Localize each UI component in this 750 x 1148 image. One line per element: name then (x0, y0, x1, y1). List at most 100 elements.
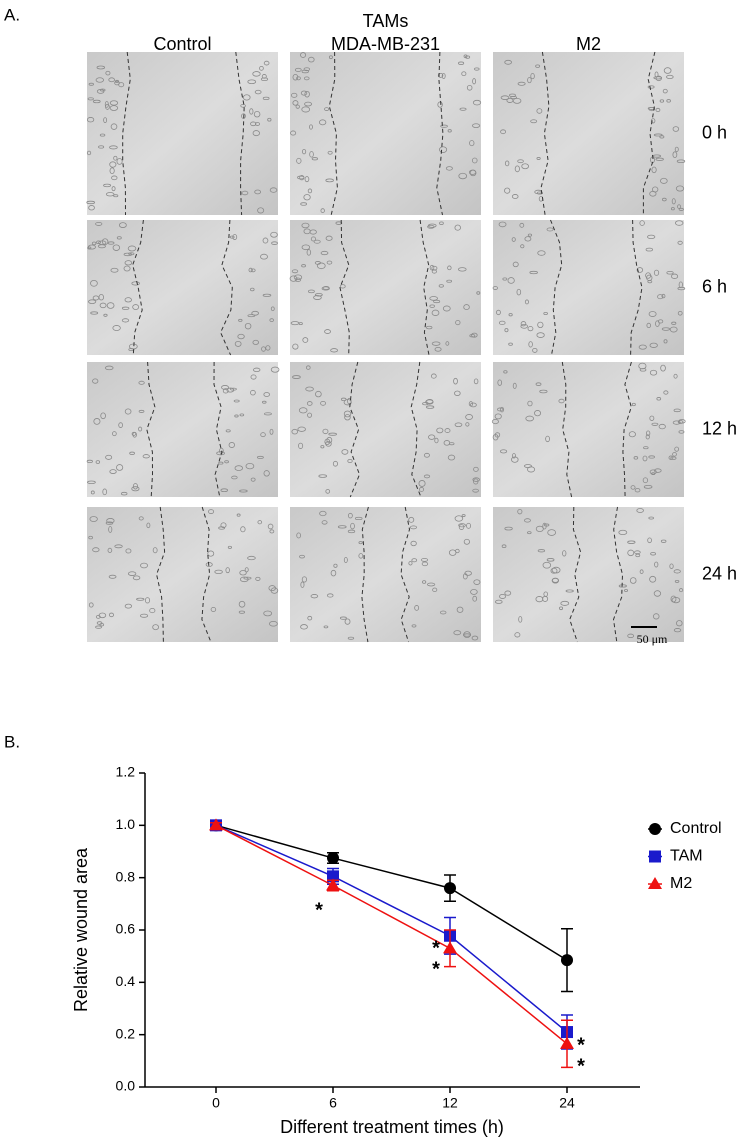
cell (618, 584, 627, 588)
cell (672, 452, 677, 457)
cell (123, 265, 131, 272)
cell (457, 267, 467, 272)
cell (651, 422, 659, 426)
cell (662, 197, 667, 202)
cell (99, 302, 107, 309)
cell (440, 124, 448, 128)
cell (550, 567, 558, 574)
wound-edge (156, 506, 166, 643)
cell (677, 204, 681, 209)
wound-edge (410, 361, 422, 498)
cell (116, 158, 123, 165)
wound-edge (436, 51, 444, 216)
cell (474, 67, 480, 71)
cell (476, 291, 481, 295)
cell (507, 277, 515, 284)
cell (319, 510, 327, 517)
cell (535, 382, 542, 386)
cell (529, 270, 538, 275)
cell (672, 151, 678, 159)
cell (631, 402, 636, 407)
series-line (215, 824, 568, 1033)
cell (635, 553, 641, 558)
cell (671, 321, 677, 325)
cell (104, 365, 114, 371)
cell (470, 588, 478, 595)
cell (669, 326, 678, 333)
cell (294, 67, 302, 72)
cell (445, 341, 450, 346)
cell (674, 220, 684, 226)
x-tick-label: 12 (442, 1095, 458, 1111)
cell (87, 246, 92, 250)
cell (672, 126, 680, 132)
wound-edge (550, 219, 563, 356)
cell (443, 440, 451, 446)
cell (551, 566, 561, 574)
legend-label: Control (670, 820, 722, 837)
cell (471, 123, 481, 128)
cell (323, 625, 329, 629)
cell (95, 614, 101, 619)
cell (647, 537, 652, 544)
cell (439, 610, 447, 615)
cell (658, 423, 666, 430)
cell (649, 369, 658, 376)
cell (208, 509, 215, 514)
cell (536, 332, 545, 338)
cell (420, 557, 429, 562)
cell (343, 410, 352, 418)
cell (236, 513, 241, 517)
cell (304, 90, 310, 98)
cell (330, 348, 339, 353)
cell (426, 582, 436, 587)
cell (661, 293, 666, 299)
cell (327, 150, 333, 155)
cell (311, 157, 318, 161)
cell (653, 269, 660, 276)
cell (257, 520, 263, 525)
cell (339, 284, 346, 289)
cell (347, 512, 353, 519)
cell (296, 157, 302, 164)
cell (558, 398, 565, 404)
y-axis-title: Relative wound area (71, 847, 91, 1012)
cell (318, 119, 327, 126)
cell (305, 365, 311, 370)
cell (114, 80, 120, 86)
cell (106, 302, 115, 309)
cell (234, 414, 239, 418)
cell (659, 99, 665, 103)
series-line (215, 824, 568, 1045)
cell (268, 585, 276, 592)
cell (307, 56, 315, 63)
cell (551, 577, 560, 584)
cell (431, 269, 437, 274)
cell (676, 159, 686, 164)
cell (636, 508, 644, 513)
cell (653, 468, 662, 473)
cell (138, 380, 145, 385)
cell (465, 422, 470, 427)
cell (527, 326, 534, 332)
cell (239, 413, 245, 417)
cell (425, 325, 433, 330)
cell (314, 293, 323, 297)
cell (295, 104, 300, 109)
cell (675, 185, 685, 192)
cell (263, 610, 273, 617)
cell (249, 108, 254, 115)
cell (269, 620, 278, 627)
cell (149, 607, 156, 614)
cell (678, 430, 685, 434)
cell (109, 100, 119, 106)
cell (93, 418, 101, 425)
cell (263, 392, 270, 397)
cell (458, 61, 465, 65)
cell (99, 623, 105, 627)
cell (527, 77, 532, 84)
cell (463, 633, 472, 637)
cell (131, 486, 140, 492)
cell (95, 221, 103, 226)
